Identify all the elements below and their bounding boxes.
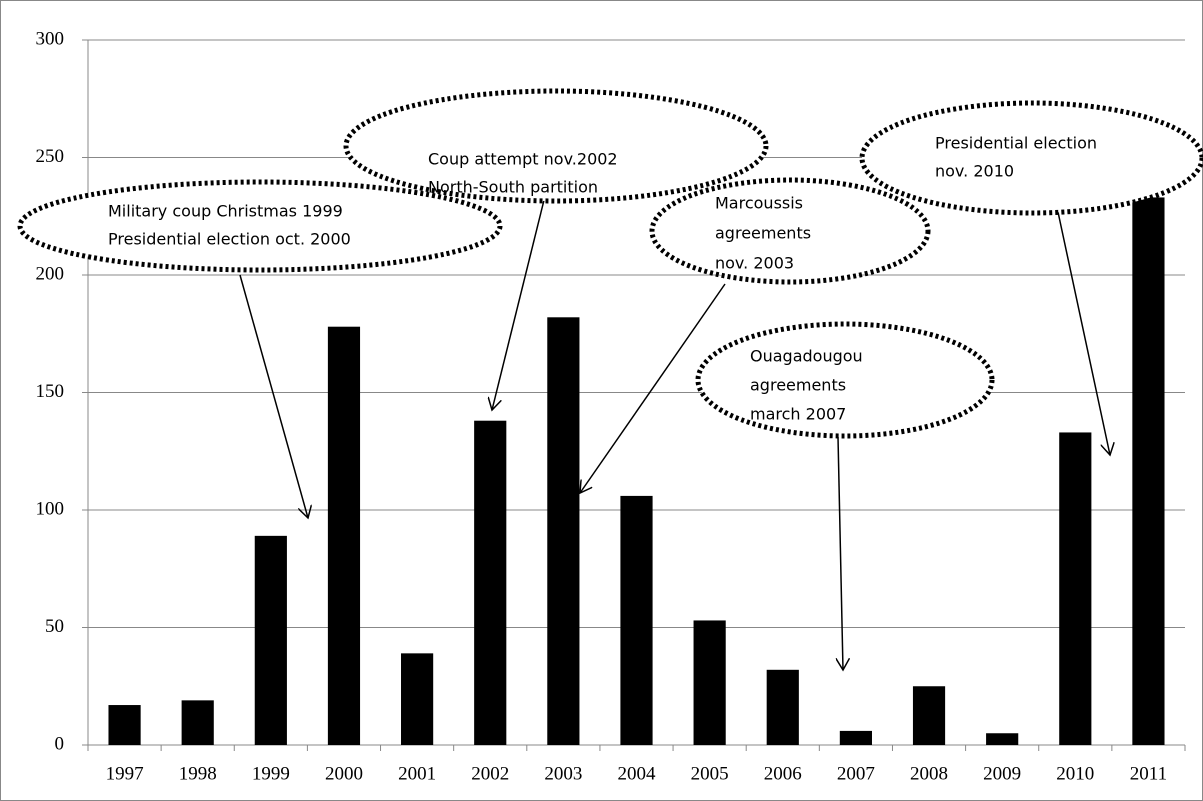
annotation-text: Marcoussis (715, 194, 803, 213)
bar (620, 495, 653, 745)
bar (547, 317, 580, 745)
bar (986, 733, 1019, 745)
x-tick-label: 2007 (837, 763, 875, 784)
bar (474, 420, 507, 745)
x-tick-label: 2009 (983, 763, 1021, 784)
x-tick-label: 2000 (325, 763, 363, 784)
bar (108, 705, 141, 745)
annotation-text: nov. 2003 (715, 254, 794, 273)
x-tick-label: 2002 (471, 763, 509, 784)
x-tick-label: 2005 (691, 763, 729, 784)
annotation-arrow (838, 436, 843, 670)
x-tick-label: 1999 (252, 763, 290, 784)
bar (1059, 432, 1092, 745)
x-tick-label: 1998 (179, 763, 217, 784)
x-tick-label: 1997 (106, 763, 144, 784)
y-tick-label: 150 (36, 381, 65, 402)
bar (1132, 197, 1165, 745)
annotation-text: Military coup Christmas 1999 (108, 202, 343, 221)
x-tick-label: 2004 (618, 763, 657, 784)
annotation-bubble (859, 100, 1203, 216)
annotation-text: agreements (750, 376, 846, 395)
x-tick-label: 2001 (398, 763, 436, 784)
annotation-bubble (649, 177, 931, 285)
annotation-text: Ouagadougou (750, 347, 863, 366)
annotation-text: Presidential election (935, 134, 1097, 153)
x-tick-label: 2003 (544, 763, 582, 784)
y-tick-label: 200 (36, 263, 65, 284)
annotation-text: Coup attempt nov.2002 (428, 150, 618, 169)
annotation-arrow (580, 283, 726, 493)
y-tick-label: 250 (36, 146, 65, 167)
bar (254, 535, 287, 745)
annotation-arrow (492, 183, 549, 410)
annotation-bubble (17, 179, 503, 273)
bar (181, 700, 214, 745)
annotation-bubble (343, 88, 769, 204)
bar (401, 653, 434, 745)
y-tick-label: 0 (55, 733, 65, 754)
bar (839, 730, 872, 745)
annotation-text: Presidential election oct. 2000 (108, 230, 351, 249)
annotation-text: agreements (715, 224, 811, 243)
annotation-arrow (239, 274, 308, 518)
annotation-text: North-South partition (428, 178, 598, 197)
y-tick-label: 100 (36, 498, 65, 519)
y-tick-label: 300 (36, 28, 65, 49)
bar (766, 669, 799, 745)
annotation-text: march 2007 (750, 405, 846, 424)
annotation-text: nov. 2010 (935, 162, 1014, 181)
x-tick-label: 2008 (910, 763, 948, 784)
y-tick-label: 50 (45, 616, 64, 637)
x-tick-label: 2006 (764, 763, 802, 784)
bar (327, 326, 361, 745)
x-tick-label: 2010 (1056, 763, 1094, 784)
bar (693, 620, 726, 745)
annotation-arrow (1057, 211, 1110, 455)
annotation-bubble (695, 321, 995, 439)
bar (912, 686, 946, 745)
x-tick-label: 2011 (1130, 763, 1167, 784)
